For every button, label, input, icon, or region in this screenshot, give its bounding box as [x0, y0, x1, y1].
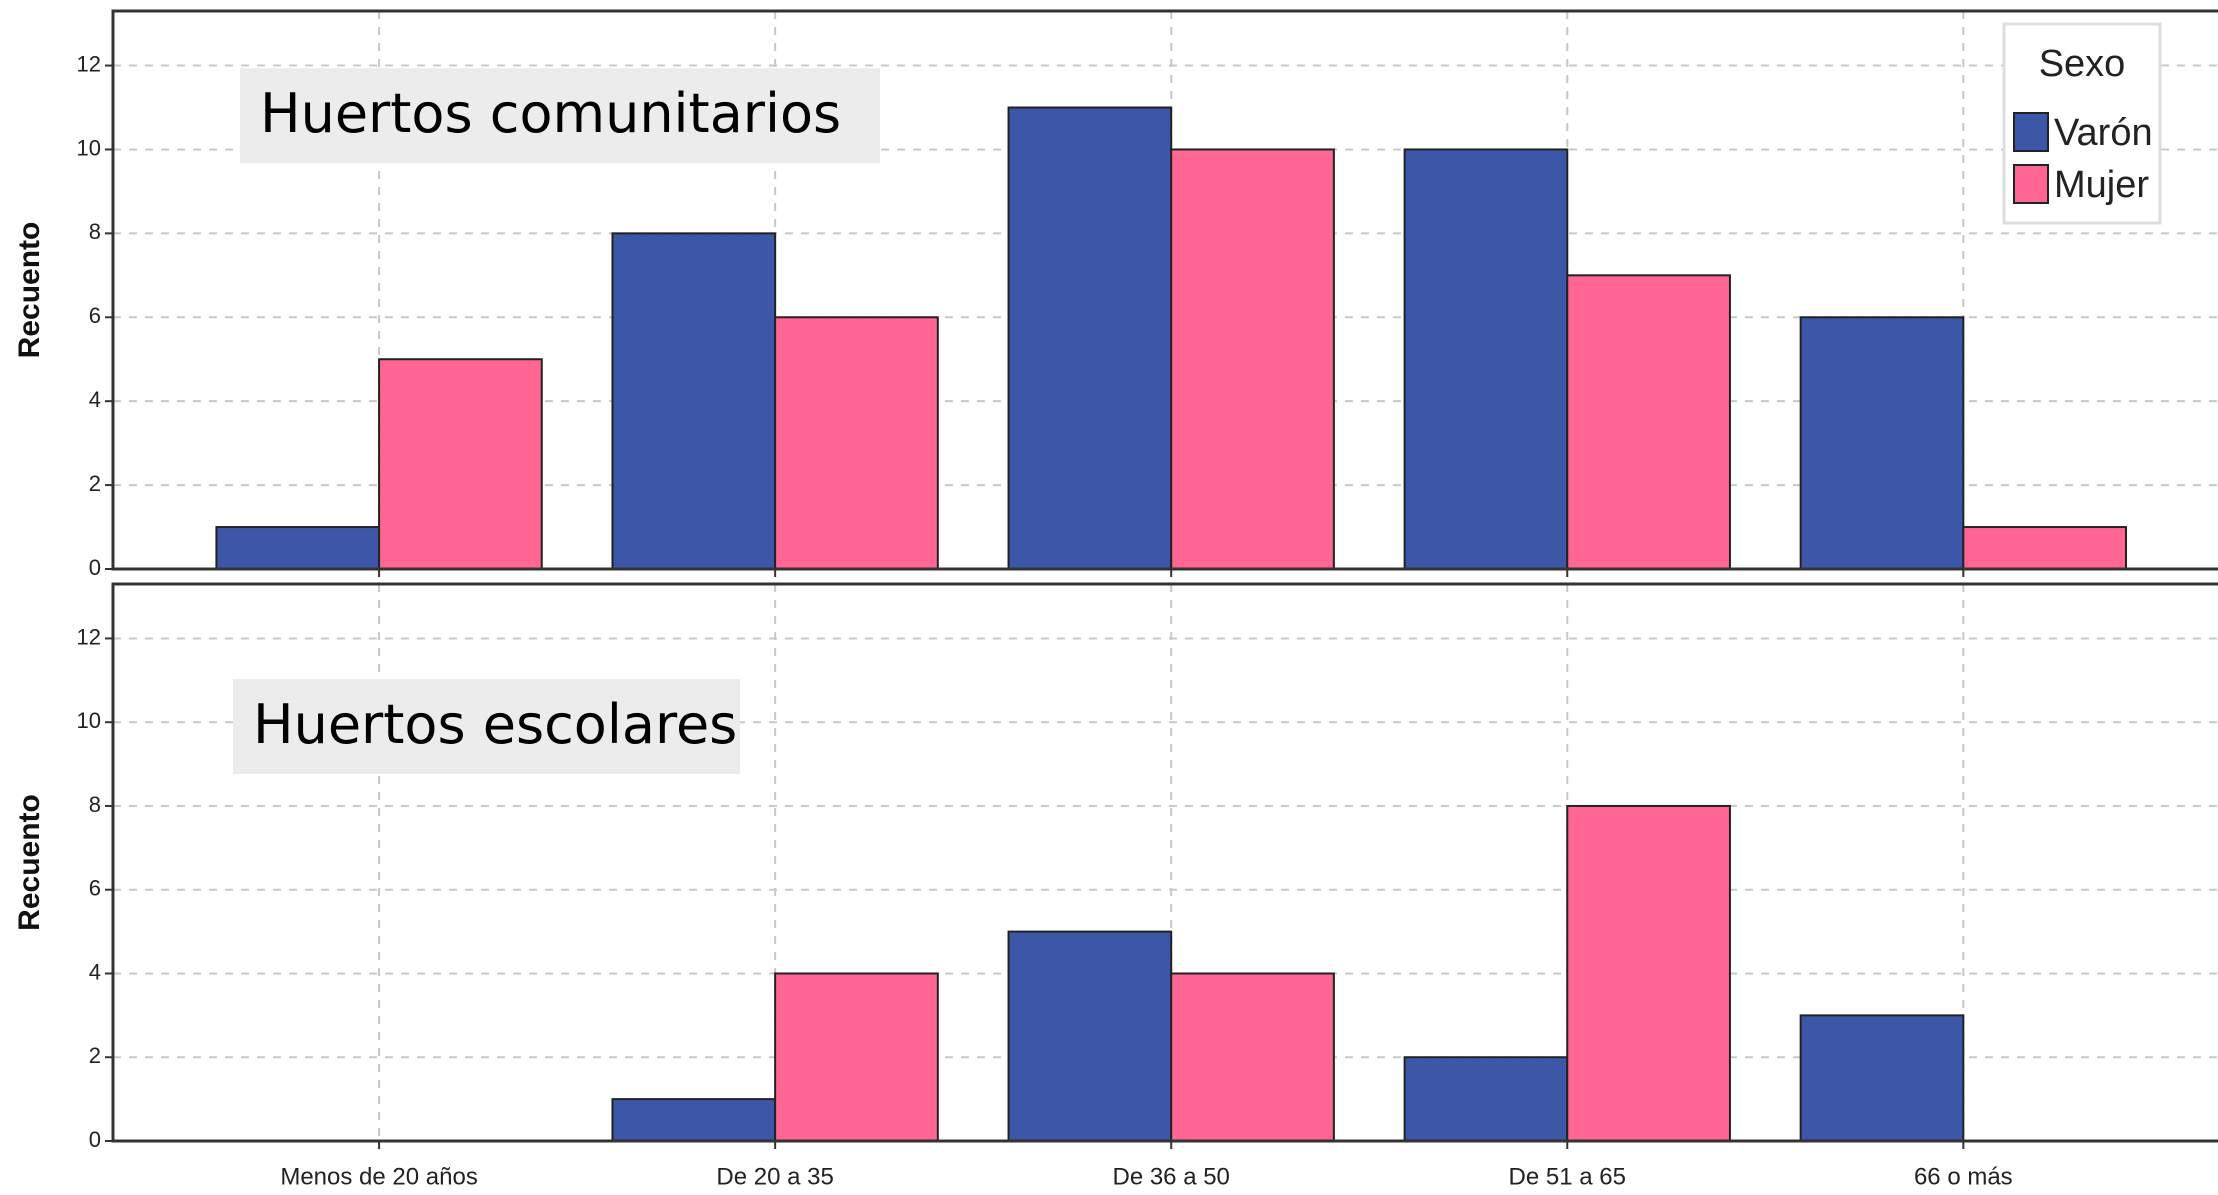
y-tick-label: 0: [89, 1127, 101, 1152]
bar: [1566, 274, 1731, 570]
y-tick-label: 6: [89, 303, 101, 328]
bar: [611, 232, 777, 570]
bar: [611, 1098, 777, 1143]
bar: [1962, 526, 2127, 570]
bar: [1170, 148, 1335, 570]
y-tick-label: 12: [77, 624, 101, 649]
y-tick-label: 2: [89, 471, 101, 496]
legend-title: Sexo: [2039, 43, 2126, 85]
bar: [378, 358, 543, 570]
bar: [215, 526, 381, 570]
x-tick-label: De 20 a 35: [716, 1163, 833, 1190]
chart-title: Huertos comunitarios: [260, 82, 841, 145]
title-box: [240, 68, 880, 163]
y-tick-label: 4: [89, 959, 101, 984]
x-tick-label: De 36 a 50: [1112, 1163, 1229, 1190]
panel-frame: [111, 9, 2218, 571]
y-tick-label: 8: [89, 219, 101, 244]
y-tick-label: 12: [77, 51, 101, 76]
legend-label: Mujer: [2054, 164, 2149, 206]
panel-frame: [111, 582, 2218, 1143]
y-tick-label: 4: [89, 387, 101, 412]
y-tick-label: 6: [89, 876, 101, 901]
legend-label: Varón: [2054, 112, 2153, 154]
y-tick-label: 2: [89, 1043, 101, 1068]
x-tick-label: Menos de 20 años: [280, 1163, 477, 1190]
y-axis-label: Recuento: [13, 222, 46, 359]
bar: [1007, 106, 1173, 570]
y-tick-label: 8: [89, 792, 101, 817]
bar: [1170, 972, 1335, 1142]
bar: [1566, 804, 1731, 1142]
y-tick-label: 10: [77, 135, 101, 160]
title-box: [233, 679, 740, 774]
bar: [1799, 316, 1965, 571]
legend-swatch: [2013, 164, 2049, 204]
x-tick-label: 66 o más: [1914, 1163, 2013, 1190]
bar: [774, 972, 939, 1142]
bar: [774, 316, 939, 571]
legend-swatch: [2013, 112, 2049, 152]
y-tick-label: 10: [77, 708, 101, 733]
bar: [1403, 1056, 1569, 1142]
bar: [1799, 1014, 1965, 1142]
bar: [1007, 930, 1173, 1142]
chart-title: Huertos escolares: [253, 693, 737, 756]
y-axis-label: Recuento: [13, 794, 46, 931]
bar: [1403, 148, 1569, 570]
x-tick-label: De 51 a 65: [1509, 1163, 1626, 1190]
y-tick-label: 0: [89, 555, 101, 580]
